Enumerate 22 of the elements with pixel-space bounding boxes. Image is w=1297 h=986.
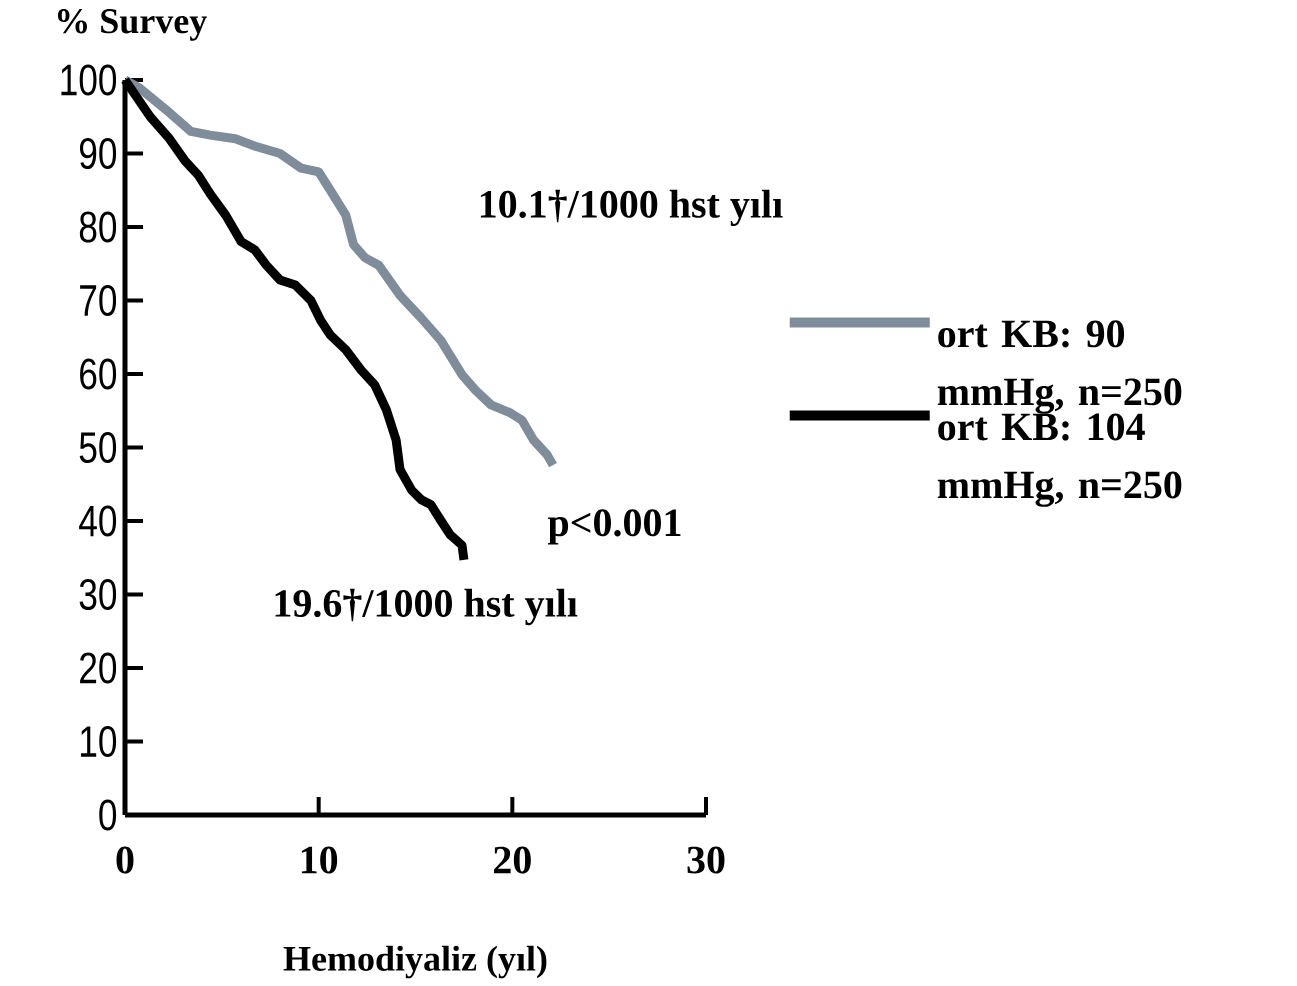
y-tick-label: 0 — [99, 799, 117, 831]
y-axis-title: % Survey — [58, 9, 207, 41]
legend-label: ort KB: 104 mmHg, n=250 — [937, 413, 1182, 507]
x-tick-label: 0 — [116, 846, 134, 874]
annotation: 10.1†/1000 hst yılı — [480, 189, 783, 227]
x-axis-title: Hemodiyaliz (yıl) — [283, 945, 547, 979]
annotation: p<0.001 — [547, 509, 681, 545]
y-tick-label: 20 — [80, 652, 117, 684]
x-tick-label: 20 — [494, 846, 531, 874]
y-tick-label: 30 — [79, 578, 117, 611]
y-tick-label: 90 — [79, 137, 117, 170]
y-tick-label: 40 — [79, 505, 117, 537]
y-tick-label: 100 — [61, 64, 117, 96]
x-tick-label: 30 — [687, 846, 725, 874]
y-tick-label: 10 — [81, 725, 117, 758]
y-tick-label: 60 — [80, 358, 117, 390]
y-tick-label: 50 — [79, 431, 117, 464]
x-tick-label: 10 — [301, 846, 338, 874]
annotation: 19.6†/1000 hst yılı — [275, 588, 578, 626]
y-tick-label: 70 — [80, 284, 117, 317]
legend-label: ort KB: 90 mmHg, n=250 — [937, 320, 1182, 414]
y-tick-label: 80 — [79, 211, 117, 243]
